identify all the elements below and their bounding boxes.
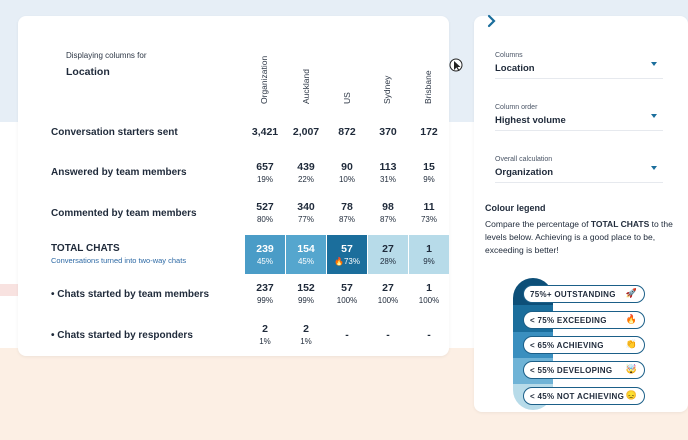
divider	[495, 130, 663, 131]
table-cell: 439 22%	[297, 161, 315, 184]
displaying-value: Location	[66, 66, 110, 78]
table-cell: -	[345, 329, 349, 341]
rocket-icon: 🚀	[625, 288, 637, 298]
table-cell: 90 10%	[338, 161, 355, 184]
table-cell: 3,421	[251, 126, 279, 138]
chevron-down-icon[interactable]	[651, 62, 657, 66]
table-cell: 11 73%	[420, 201, 437, 224]
legend-item-outstanding: 75%+ OUTSTANDING 🚀	[523, 285, 645, 303]
column-order-select[interactable]: Highest volume	[495, 115, 566, 126]
table-cell-highlight: 239 45%	[245, 235, 285, 274]
table-cell-highlight: 1 9%	[409, 235, 449, 274]
legend-title: Colour legend	[485, 203, 546, 213]
sad-face-icon: 😞	[625, 390, 637, 400]
chevron-down-icon[interactable]	[651, 114, 657, 118]
clap-icon: 👏	[625, 339, 637, 349]
row-label-answered: Answered by team members	[51, 167, 187, 178]
row-label-total-chats: TOTAL CHATS	[51, 243, 120, 254]
chevron-right-icon[interactable]	[486, 14, 500, 30]
row-label-starters: Conversation starters sent	[51, 127, 178, 138]
table-cell: 78 87%	[338, 201, 355, 224]
table-cell: 237 99%	[256, 282, 274, 305]
legend-item-developing: < 55% DEVELOPING 🤯	[523, 361, 645, 379]
table-cell: -	[427, 329, 431, 341]
column-header-us: US	[342, 92, 352, 104]
table-cell-highlight: 57 🔥73%	[327, 235, 367, 274]
cursor-icon	[449, 58, 463, 74]
table-cell: 2 1%	[259, 323, 271, 346]
table-cell-highlight: 27 28%	[368, 235, 408, 274]
divider	[495, 78, 663, 79]
columns-select[interactable]: Location	[495, 63, 535, 74]
legend-item-achieving: < 65% ACHIEVING 👏	[523, 336, 645, 354]
legend-item-exceeding: < 75% EXCEEDING 🔥	[523, 311, 645, 329]
table-cell: 172	[420, 126, 438, 138]
table-cell: 27 100%	[377, 282, 399, 305]
table-cell: 340 77%	[297, 201, 315, 224]
columns-label: Columns	[495, 52, 523, 59]
report-table-card	[18, 16, 449, 356]
row-label-commented: Commented by team members	[51, 208, 197, 219]
table-cell: 527 80%	[256, 201, 274, 224]
row-label-started-team: • Chats started by team members	[51, 289, 210, 300]
table-cell: 2 1%	[300, 323, 312, 346]
overall-calculation-label: Overall calculation	[495, 156, 553, 163]
row-label-started-responders: • Chats started by responders	[51, 330, 193, 341]
table-cell: 57 100%	[336, 282, 358, 305]
table-cell-highlight: 154 45%	[286, 235, 326, 274]
displaying-label: Displaying columns for	[66, 51, 147, 60]
table-cell: -	[386, 329, 390, 341]
legend-item-not-achieving: < 45% NOT ACHIEVING 😞	[523, 387, 645, 405]
table-cell: 872	[338, 126, 356, 138]
background-accent	[0, 284, 20, 296]
chevron-down-icon[interactable]	[651, 166, 657, 170]
column-order-label: Column order	[495, 104, 538, 111]
column-header-auckland: Auckland	[301, 69, 311, 104]
table-cell: 370	[379, 126, 397, 138]
row-sublabel-total-chats: Conversations turned into two-way chats	[51, 256, 187, 265]
column-header-sydney: Sydney	[382, 75, 392, 104]
legend-description: Compare the percentage of TOTAL CHATS to…	[485, 219, 673, 255]
table-cell: 15 9%	[423, 161, 435, 184]
fire-icon: 🔥	[625, 314, 637, 324]
mind-blown-icon: 🤯	[625, 364, 637, 374]
column-header-brisbane: Brisbane	[423, 70, 433, 104]
column-header-organization: Organization	[259, 55, 269, 104]
table-cell: 113 31%	[379, 161, 397, 184]
table-cell: 1 100%	[418, 282, 440, 305]
divider	[495, 182, 663, 183]
table-cell: 2,007	[292, 126, 320, 138]
overall-calculation-select[interactable]: Organization	[495, 167, 554, 178]
table-cell: 657 19%	[256, 161, 274, 184]
table-cell: 98 87%	[379, 201, 396, 224]
table-cell: 152 99%	[297, 282, 315, 305]
